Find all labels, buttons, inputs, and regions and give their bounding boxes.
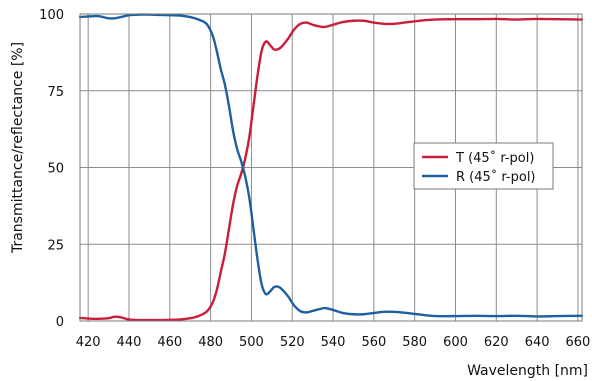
legend-box — [413, 142, 554, 190]
x-tick-label: 500 — [239, 335, 264, 350]
y-tick-label: 75 — [47, 85, 64, 100]
x-tick-label: 460 — [157, 335, 182, 350]
x-tick-label: 480 — [198, 335, 223, 350]
x-tick-label: 560 — [361, 335, 386, 350]
x-tick-label: 540 — [321, 335, 346, 350]
reflectance-curve — [78, 13, 584, 318]
x-tick-label: 660 — [566, 335, 591, 350]
x-axis-title: Wavelength [nm] — [467, 363, 588, 379]
x-tick-label: 520 — [280, 335, 305, 350]
x-tick-label: 620 — [484, 335, 509, 350]
legend-label-reflectance: R (45˚ r-pol) — [456, 169, 536, 185]
series-layer — [78, 13, 584, 322]
x-tick-label: 600 — [443, 335, 468, 350]
x-tick-label: 580 — [402, 335, 427, 350]
x-tick-label: 640 — [525, 335, 550, 350]
transmittance-curve — [78, 17, 584, 322]
y-tick-label: 25 — [47, 238, 64, 253]
y-tick-label: 50 — [47, 162, 64, 177]
legend: T (45˚ r-pol) R (45˚ r-pol) — [413, 142, 554, 190]
y-tick-label: 0 — [56, 315, 64, 330]
tick-label-layer: 420 440 460 480 500 520 540 560 580 600 620 640 660 0… — [39, 8, 590, 350]
y-axis-title: Transmittance/reflectance [%] — [10, 42, 26, 254]
x-tick-label: 440 — [117, 335, 142, 350]
legend-label-transmittance: T (45˚ r-pol) — [455, 150, 534, 166]
y-tick-label: 100 — [39, 8, 64, 23]
x-tick-label: 420 — [76, 335, 101, 350]
plot-frame — [79, 13, 583, 322]
